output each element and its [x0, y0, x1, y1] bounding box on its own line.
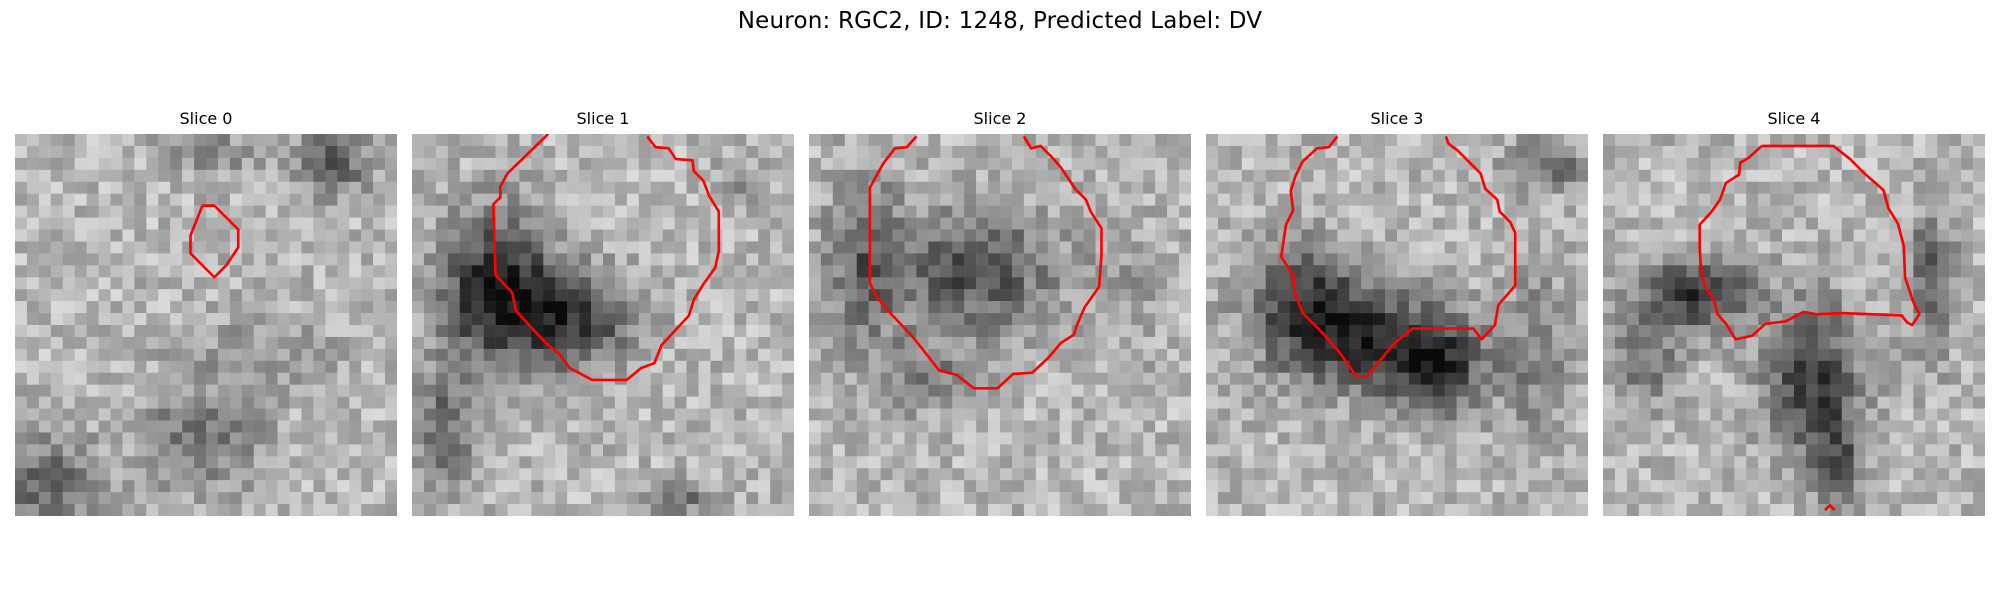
slice-3-title: Slice 3	[1370, 109, 1424, 128]
slice-4-contour-tip	[1824, 503, 1836, 511]
slice-3-contour	[1279, 135, 1517, 378]
slice-0-grayscale-patch	[15, 134, 397, 516]
slice-0-title: Slice 0	[179, 109, 233, 128]
slice-0-image	[15, 134, 397, 516]
slice-0-contour	[189, 204, 240, 279]
slice-3-grayscale-patch	[1206, 134, 1588, 516]
slice-4-image	[1603, 134, 1985, 516]
slice-2-contour	[868, 135, 1103, 390]
figure-title: Neuron: RGC2, ID: 1248, Predicted Label:…	[737, 8, 1263, 34]
slice-2-title: Slice 2	[973, 109, 1027, 128]
slice-1-contour	[491, 134, 721, 382]
slice-1-image	[412, 134, 794, 516]
slice-4-grayscale-patch	[1603, 134, 1985, 516]
slice-4-title: Slice 4	[1767, 109, 1821, 128]
slice-1-grayscale-patch	[412, 134, 794, 516]
slice-4-contour	[1698, 144, 1921, 341]
slice-2-image	[809, 134, 1191, 516]
slice-1-title: Slice 1	[576, 109, 630, 128]
slice-3-image	[1206, 134, 1588, 516]
slice-2-grayscale-patch	[809, 134, 1191, 516]
